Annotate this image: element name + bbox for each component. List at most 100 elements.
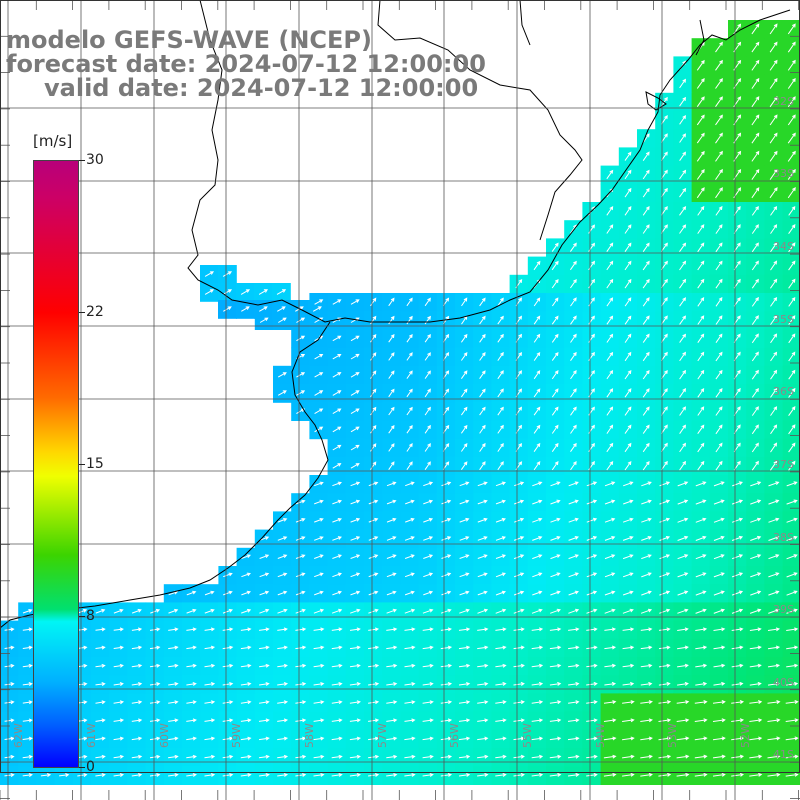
wind-arrow — [715, 187, 723, 199]
wind-arrow — [296, 390, 306, 396]
wind-arrow — [4, 718, 15, 723]
colorbar-tick-0: 0 — [86, 759, 95, 775]
wind-arrow — [223, 590, 233, 596]
wind-arrow — [532, 572, 543, 578]
wind-arrow — [441, 536, 452, 541]
wind-arrow — [532, 481, 543, 487]
wind-arrow — [513, 700, 525, 705]
wind-arrow — [332, 481, 342, 487]
wind-arrow — [749, 736, 763, 741]
wind-arrow — [479, 388, 486, 398]
wind-arrow — [679, 460, 686, 471]
wind-arrow — [406, 388, 413, 398]
wind-arrow — [222, 754, 234, 759]
wind-arrow — [642, 315, 650, 325]
wind-arrow — [641, 517, 652, 523]
wind-arrow — [550, 572, 561, 578]
wind-arrow — [495, 754, 507, 759]
wind-arrow — [113, 682, 124, 686]
lat-label: 35S — [773, 313, 794, 326]
wind-arrow — [149, 773, 161, 777]
wind-arrow — [588, 224, 596, 234]
wind-arrow — [623, 481, 634, 487]
wind-arrow — [695, 681, 708, 686]
wind-arrow — [659, 481, 671, 487]
wind-arrow — [368, 536, 379, 541]
wind-arrow — [240, 736, 252, 741]
wind-arrow — [731, 499, 744, 505]
wind-arrow — [787, 150, 796, 162]
wind-arrow — [751, 132, 760, 144]
wind-arrow — [749, 608, 762, 614]
wind-arrow — [622, 772, 635, 777]
wind-arrow — [697, 242, 705, 253]
wind-arrow — [479, 406, 486, 416]
wind-arrow — [370, 461, 377, 470]
wind-arrow — [786, 535, 798, 541]
wind-arrow — [679, 96, 686, 107]
wind-arrow — [259, 572, 270, 578]
wind-arrow — [386, 627, 398, 632]
wind-arrow — [259, 306, 268, 312]
forecast-date: forecast date: 2024-07-12 12:00:00 — [6, 50, 486, 78]
wind-arrow — [568, 681, 580, 686]
wind-arrow — [550, 517, 561, 523]
wind-arrow — [770, 205, 778, 216]
wind-arrow — [258, 773, 270, 777]
wind-arrow — [386, 773, 398, 777]
wind-arrow — [131, 700, 143, 705]
wind-arrow — [368, 682, 380, 686]
lat-label: 36S — [773, 385, 794, 398]
wind-arrow — [331, 718, 343, 723]
wind-arrow — [422, 608, 434, 614]
wind-arrow — [495, 645, 507, 650]
wind-arrow — [368, 718, 380, 723]
wind-arrow — [695, 572, 707, 578]
wind-arrow — [549, 627, 562, 632]
wind-arrow — [788, 351, 796, 362]
wind-arrow — [459, 572, 470, 578]
wind-arrow — [531, 754, 544, 759]
wind-arrow — [731, 645, 744, 650]
wind-arrow — [568, 572, 579, 578]
wind-arrow — [458, 754, 471, 759]
wind-arrow — [313, 773, 325, 777]
wind-arrow — [497, 315, 504, 325]
wind-arrow — [332, 426, 342, 433]
wind-arrow — [624, 242, 632, 252]
wind-arrow — [788, 424, 796, 435]
wind-arrow — [679, 206, 687, 216]
wind-arrow — [769, 460, 778, 471]
wind-arrow — [314, 554, 324, 559]
wind-arrow — [606, 460, 614, 471]
wind-arrow — [606, 351, 614, 361]
wind-arrow — [715, 424, 723, 435]
colorbar-tick-8: 8 — [86, 608, 95, 624]
wind-arrow — [424, 315, 431, 325]
wind-arrow — [424, 461, 431, 470]
wind-arrow — [787, 23, 796, 35]
wind-arrow — [679, 242, 687, 252]
wind-arrow — [751, 114, 760, 126]
wind-arrow — [440, 773, 453, 777]
wind-arrow — [495, 554, 506, 559]
lon-label: 55W — [521, 723, 534, 748]
wind-arrow — [731, 627, 744, 632]
wind-arrow — [513, 754, 525, 759]
wind-arrow — [770, 315, 778, 325]
wind-arrow — [95, 645, 106, 650]
wind-arrow — [313, 663, 325, 668]
wind-arrow — [204, 754, 216, 759]
wind-arrow — [567, 754, 580, 759]
wind-arrow — [715, 406, 723, 416]
wind-arrow — [715, 132, 723, 144]
wind-arrow — [677, 608, 689, 614]
wind-arrow — [350, 335, 360, 342]
wind-arrow — [95, 754, 106, 759]
wind-arrow — [368, 700, 380, 705]
wind-arrow — [658, 681, 671, 686]
wind-arrow — [731, 554, 744, 560]
wind-arrow — [768, 481, 780, 487]
wind-arrow — [368, 627, 380, 632]
wind-arrow — [495, 681, 507, 686]
